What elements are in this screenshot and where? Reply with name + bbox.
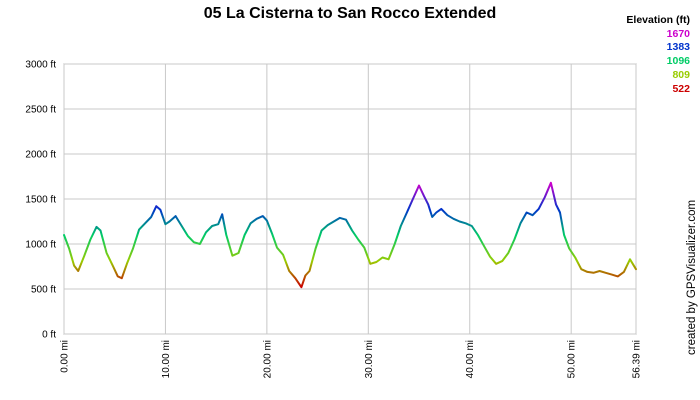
legend-entry: 1096 <box>666 55 690 68</box>
x-tick-label: 20.00 mi <box>262 340 273 378</box>
y-tick-label: 0 ft <box>42 330 56 341</box>
y-tick-label: 500 ft <box>31 285 56 296</box>
elevation-legend: Elevation (ft) 1670 1383 1096 809 522 <box>626 14 690 96</box>
x-tick-label: 56.39 mi <box>632 340 643 378</box>
y-tick-label: 3000 ft <box>25 60 56 71</box>
x-axis-ticks: 0.00 mi 10.00 mi 20.00 mi 30.00 mi 40.00 mi 5… <box>60 340 643 378</box>
legend-entry: 522 <box>672 82 690 95</box>
x-tick-label: 30.00 mi <box>364 340 375 378</box>
y-tick-label: 2000 ft <box>25 150 56 161</box>
x-tick-label: 40.00 mi <box>465 340 476 378</box>
y-tick-label: 2500 ft <box>25 105 56 116</box>
x-tick-label: 50.00 mi <box>567 340 578 378</box>
chart-grid <box>63 63 637 335</box>
legend-entry: 1670 <box>666 27 690 40</box>
y-tick-label: 1000 ft <box>25 240 56 251</box>
chart-title: 05 La Cisterna to San Rocco Extended <box>203 5 497 22</box>
elevation-line <box>63 181 637 289</box>
legend-entry: 809 <box>672 68 690 81</box>
legend-entries: 1670 1383 1096 809 522 <box>626 28 690 97</box>
y-tick-label: 1500 ft <box>25 195 56 206</box>
x-tick-label: 0.00 mi <box>60 340 71 373</box>
elevation-series <box>63 181 637 289</box>
legend-entry: 1383 <box>666 41 690 54</box>
legend-title: Elevation (ft) <box>626 14 690 26</box>
y-axis-ticks: 0 ft 500 ft 1000 ft 1500 ft 2000 ft 2500 ft 30… <box>25 60 56 341</box>
x-tick-label: 10.00 mi <box>161 340 172 378</box>
